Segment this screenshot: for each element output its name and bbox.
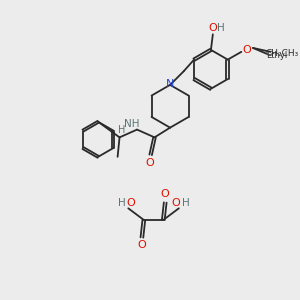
Text: Ethyl: Ethyl bbox=[266, 51, 287, 60]
Text: O: O bbox=[208, 22, 217, 32]
Text: O: O bbox=[243, 45, 252, 55]
Text: CH₂CH₃: CH₂CH₃ bbox=[266, 49, 299, 58]
Text: H: H bbox=[182, 199, 190, 208]
Text: H: H bbox=[118, 124, 125, 135]
Text: N: N bbox=[166, 79, 174, 89]
Text: O: O bbox=[161, 189, 170, 199]
Text: O: O bbox=[145, 158, 154, 168]
Text: O: O bbox=[172, 199, 180, 208]
Text: O: O bbox=[127, 199, 136, 208]
Text: NH: NH bbox=[124, 119, 140, 129]
Text: H: H bbox=[118, 199, 125, 208]
Text: O: O bbox=[137, 240, 146, 250]
Text: H: H bbox=[217, 22, 224, 32]
